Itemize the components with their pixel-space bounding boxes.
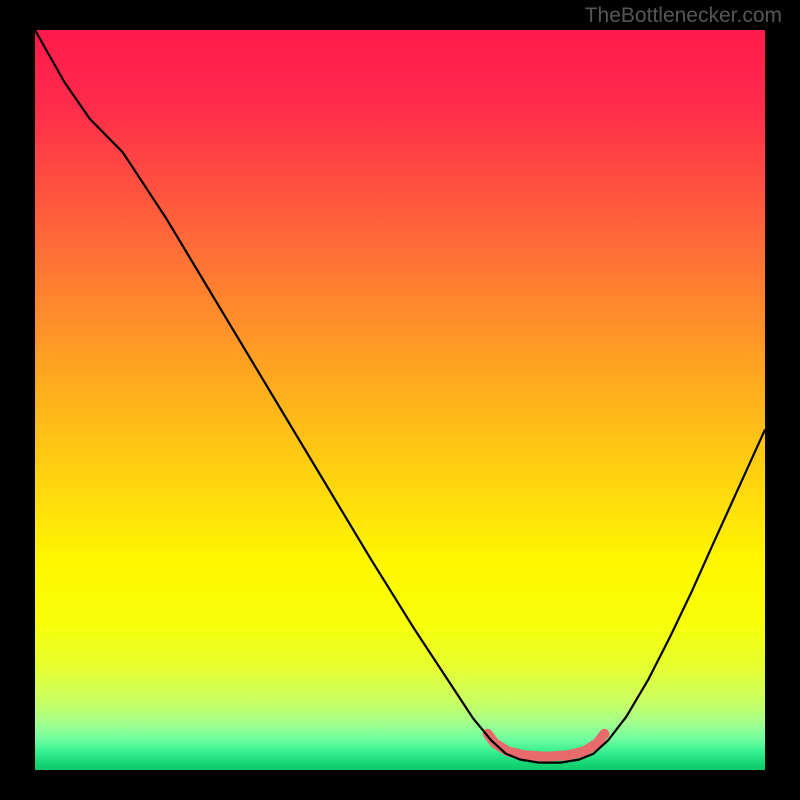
watermark-text: TheBottlenecker.com bbox=[585, 4, 782, 28]
chart-container: TheBottlenecker.com bbox=[0, 0, 800, 800]
gradient-background bbox=[35, 30, 765, 770]
plot-svg bbox=[35, 30, 765, 770]
plot-area bbox=[35, 30, 765, 770]
